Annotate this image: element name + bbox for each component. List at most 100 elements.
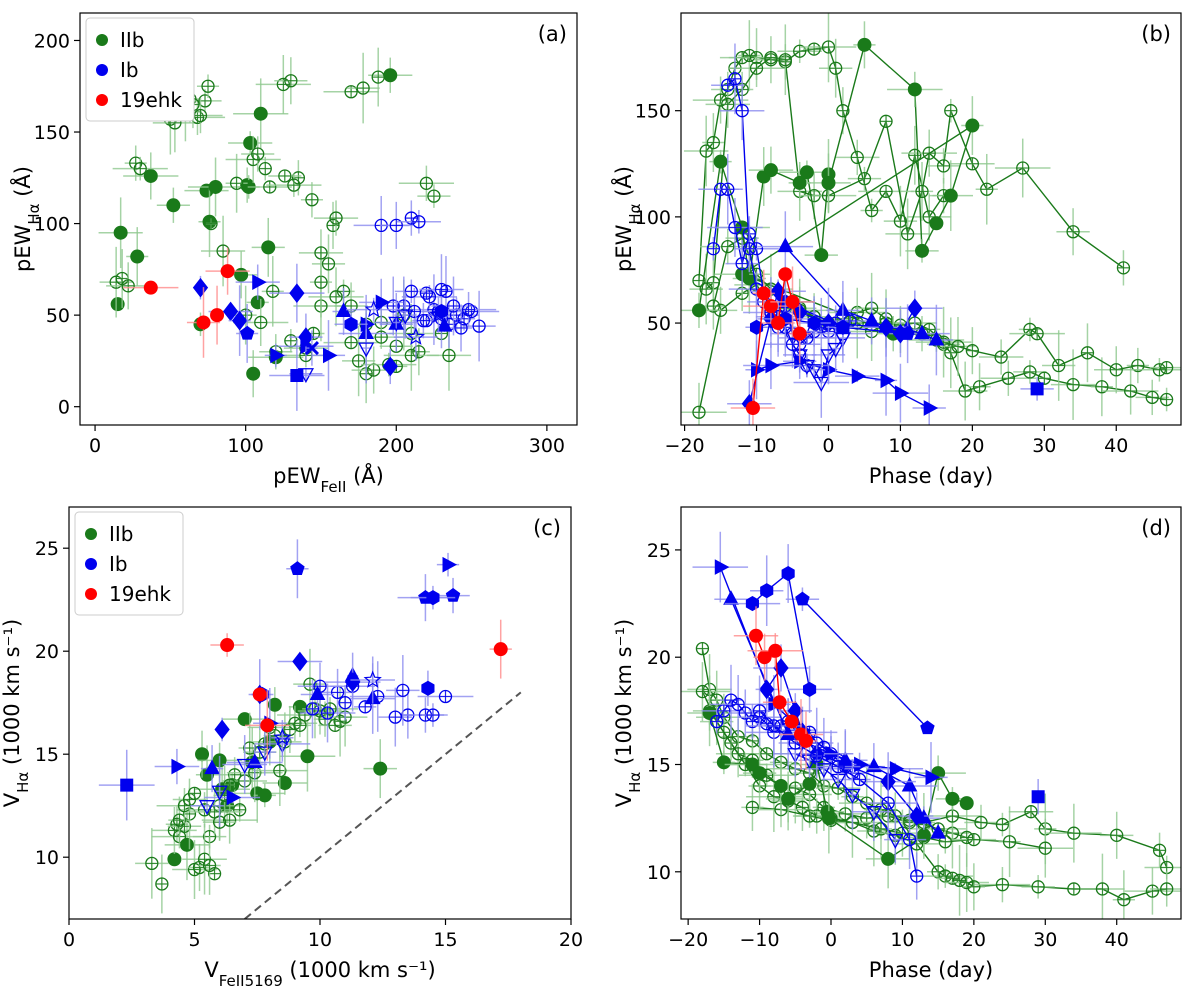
data-point xyxy=(1145,884,1160,898)
data-point xyxy=(201,79,215,93)
data-point xyxy=(133,161,147,176)
data-point xyxy=(695,684,710,699)
x-axis-label-sub: FeII xyxy=(321,478,347,496)
data-point xyxy=(785,294,800,309)
data-point xyxy=(130,249,145,264)
data-point xyxy=(945,809,960,823)
data-point xyxy=(309,685,326,700)
panel-tag: (d) xyxy=(1141,516,1171,540)
data-point xyxy=(454,321,468,335)
data-point xyxy=(713,154,728,169)
x-axis-label: Phase (day) xyxy=(869,958,993,982)
data-point xyxy=(145,856,159,871)
data-point xyxy=(780,725,796,740)
panel-d: −20 −10 0 10 20 30 40 10 15 20 25 Phase (day) VHα (1… xyxy=(612,506,1182,982)
data-point xyxy=(1160,882,1174,896)
x-axis-label-unit: (Å) xyxy=(346,462,383,488)
data-point xyxy=(900,227,915,241)
y-tick-label: 25 xyxy=(647,540,671,562)
legend-label: IIb xyxy=(120,28,145,52)
data-point xyxy=(202,858,217,873)
series-ib-star xyxy=(271,656,396,756)
data-point xyxy=(792,326,807,341)
data-point xyxy=(290,369,304,383)
x-axis-label-unit: (1000 km s⁻¹) xyxy=(283,958,436,982)
data-point xyxy=(338,696,352,710)
x-axis-label: Phase (day) xyxy=(869,464,993,488)
x-tick-label: 30 xyxy=(1032,435,1056,457)
x-tick-label: 5 xyxy=(188,929,200,951)
data-point xyxy=(287,178,301,192)
data-point xyxy=(1031,880,1045,894)
data-point xyxy=(1023,365,1037,379)
data-point xyxy=(419,176,434,190)
x-axis-label: pEWFeII (Å) xyxy=(273,462,384,496)
data-point xyxy=(260,718,275,733)
data-point xyxy=(363,670,382,688)
y-axis-label-sub: Hα xyxy=(626,772,644,793)
data-point xyxy=(749,628,763,643)
x-axis-label-main: V xyxy=(204,958,219,982)
data-point xyxy=(321,257,336,271)
data-point xyxy=(938,869,952,883)
data-point xyxy=(768,643,783,658)
x-axis-label-sub: FeII5169 xyxy=(219,972,283,990)
data-point xyxy=(765,357,780,374)
data-point xyxy=(442,348,456,363)
data-point xyxy=(329,290,343,304)
x-tick-label: 15 xyxy=(433,929,457,951)
data-point xyxy=(388,710,402,724)
data-point xyxy=(187,786,202,800)
data-point xyxy=(373,761,388,776)
data-point xyxy=(745,800,760,815)
data-point xyxy=(1110,828,1124,842)
data-point xyxy=(944,104,958,118)
y-axis-label-unit: (1000 km s⁻¹) xyxy=(0,619,24,772)
axes-frame xyxy=(79,12,578,426)
legend-label: Ib xyxy=(120,58,139,82)
data-point xyxy=(421,680,435,696)
data-point xyxy=(397,309,414,325)
data-point xyxy=(1038,841,1052,855)
data-point xyxy=(289,283,305,303)
data-point xyxy=(772,695,787,710)
data-point xyxy=(1066,377,1080,392)
data-point xyxy=(1067,882,1081,896)
series-19ehk xyxy=(733,606,824,771)
legend-marker xyxy=(85,588,97,600)
data-point xyxy=(928,330,945,346)
x-axis-label-main: Phase (day) xyxy=(869,464,993,488)
series-ib-triangle xyxy=(757,211,954,376)
data-point xyxy=(263,180,277,194)
data-point xyxy=(974,815,988,830)
data-point xyxy=(426,590,440,606)
y-axis-label-main: V xyxy=(0,792,24,807)
data-point xyxy=(721,97,735,111)
data-point xyxy=(838,807,852,821)
x-tick-label: −10 xyxy=(740,929,780,951)
data-point xyxy=(171,758,186,775)
data-point xyxy=(907,82,922,97)
data-point xyxy=(881,851,896,866)
series-19ehk xyxy=(730,266,815,425)
data-point xyxy=(813,376,830,392)
data-point xyxy=(889,760,905,777)
data-point xyxy=(821,40,836,54)
series-line xyxy=(801,598,928,729)
data-point xyxy=(251,147,265,161)
legend-label: 19ehk xyxy=(109,582,171,606)
data-point xyxy=(1131,358,1145,373)
data-point xyxy=(416,313,431,328)
plot-area xyxy=(98,539,522,919)
data-point xyxy=(1117,893,1131,907)
data-point xyxy=(1159,392,1174,407)
data-point xyxy=(894,385,910,401)
series-iib-track-1 xyxy=(683,13,955,288)
series-ib-square xyxy=(98,749,155,821)
data-point xyxy=(958,384,972,398)
data-point xyxy=(155,877,169,891)
series-ib-hexagon xyxy=(334,303,449,337)
data-point xyxy=(760,747,774,761)
panel-tag: (b) xyxy=(1141,22,1171,46)
